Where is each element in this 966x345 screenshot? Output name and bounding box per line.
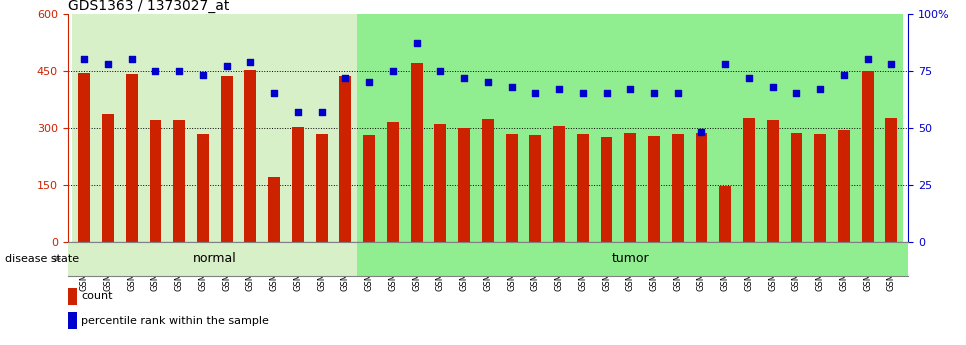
Point — [765, 84, 781, 89]
Point — [361, 79, 377, 85]
Bar — [68, 288, 77, 305]
Bar — [696, 133, 707, 242]
Bar — [150, 120, 161, 242]
Point — [172, 68, 187, 73]
Point — [195, 72, 211, 78]
Bar — [78, 73, 90, 242]
Point — [100, 61, 116, 67]
Bar — [814, 134, 826, 242]
Point — [124, 57, 139, 62]
Point — [148, 68, 163, 73]
Bar — [357, 14, 903, 241]
Bar — [102, 115, 114, 242]
Point — [480, 79, 496, 85]
Point — [76, 57, 92, 62]
Point — [599, 91, 614, 96]
Bar — [68, 241, 357, 276]
Point — [314, 109, 329, 115]
Bar — [529, 135, 541, 242]
Text: count: count — [81, 292, 113, 302]
Point — [267, 91, 282, 96]
Bar — [126, 74, 138, 242]
Bar — [173, 120, 185, 242]
Point — [788, 91, 804, 96]
Text: normal: normal — [193, 252, 237, 265]
Bar — [862, 71, 873, 242]
Bar — [838, 130, 850, 242]
Bar — [505, 134, 518, 242]
Bar — [357, 241, 908, 276]
Point — [718, 61, 733, 67]
Bar — [197, 134, 209, 242]
Bar — [339, 76, 352, 242]
Bar — [316, 134, 327, 242]
Bar — [387, 122, 399, 242]
Point — [456, 75, 471, 80]
Point — [552, 86, 567, 92]
Bar — [648, 136, 660, 242]
Point — [837, 72, 852, 78]
Bar — [624, 133, 637, 242]
Bar — [790, 133, 803, 242]
Point — [385, 68, 401, 73]
Bar — [363, 135, 375, 242]
Point — [741, 75, 756, 80]
Point — [575, 91, 590, 96]
Bar — [671, 134, 684, 242]
Bar — [72, 14, 357, 241]
Text: percentile rank within the sample: percentile rank within the sample — [81, 316, 269, 326]
Bar — [743, 118, 754, 242]
Bar — [292, 127, 304, 242]
Bar — [435, 124, 446, 242]
Point — [812, 86, 828, 92]
Point — [670, 91, 686, 96]
Bar — [244, 70, 256, 241]
Bar — [482, 119, 494, 242]
Point — [884, 61, 899, 67]
Bar — [458, 128, 470, 242]
Text: GDS1363 / 1373027_at: GDS1363 / 1373027_at — [68, 0, 229, 13]
Bar — [269, 177, 280, 242]
Point — [622, 86, 638, 92]
Point — [646, 91, 662, 96]
Point — [219, 63, 235, 69]
Text: tumor: tumor — [611, 252, 649, 265]
Point — [290, 109, 305, 115]
Point — [694, 129, 709, 135]
Point — [242, 59, 258, 65]
Bar — [554, 126, 565, 242]
Bar — [767, 120, 779, 242]
Point — [860, 57, 875, 62]
Bar — [68, 312, 77, 329]
Bar — [720, 186, 731, 242]
Bar — [221, 76, 233, 242]
Point — [504, 84, 520, 89]
Point — [433, 68, 448, 73]
Point — [338, 75, 354, 80]
Text: disease state: disease state — [5, 254, 79, 264]
Point — [527, 91, 543, 96]
Bar — [601, 137, 612, 242]
Bar — [886, 118, 897, 242]
Point — [409, 41, 424, 46]
Bar — [411, 63, 422, 241]
Bar — [577, 134, 588, 242]
